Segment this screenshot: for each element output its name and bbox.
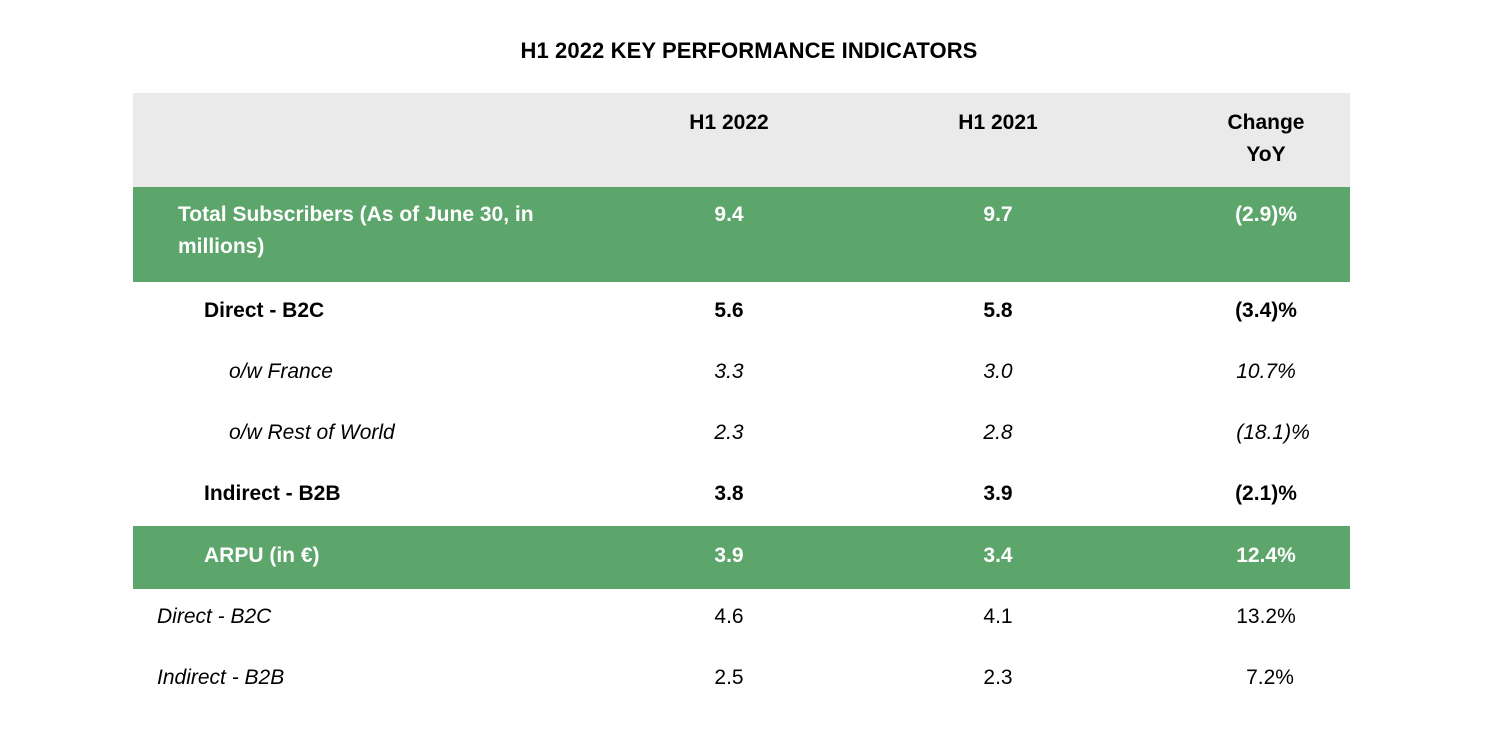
table-header: H1 2022 H1 2021 Change YoY — [133, 93, 1350, 187]
cell-h1-2022: 3.8 — [714, 482, 744, 505]
cell-h1-2021: 5.8 — [983, 299, 1013, 322]
cell-change: (3.4)% — [1235, 299, 1297, 322]
row-label: Total Subscribers (As of June 30, in mil… — [178, 203, 534, 258]
row-label: Indirect - B2B — [204, 482, 341, 505]
cell-h1-2022: 2.3 — [714, 421, 744, 444]
cell-change: 13.2% — [1236, 605, 1296, 628]
cell-h1-2021: 9.7 — [983, 203, 1013, 226]
table-row-france: o/w France 3.3 3.0 10.7% — [133, 343, 1350, 404]
cell-h1-2021: 4.1 — [983, 605, 1013, 628]
table-row-indirect-b2b: Indirect - B2B 3.8 3.9 (2.1)% — [133, 465, 1350, 526]
cell-h1-2022: 4.6 — [714, 605, 744, 628]
cell-h1-2022: 3.3 — [714, 360, 744, 383]
cell-change: (2.1)% — [1235, 482, 1297, 505]
table-row-arpu: ARPU (in €) 3.9 3.4 12.4% — [133, 526, 1350, 589]
cell-h1-2021: 3.4 — [983, 544, 1013, 567]
row-label: ARPU (in €) — [204, 544, 320, 567]
cell-change: 7.2% — [1246, 666, 1294, 689]
cell-change: (2.9)% — [1235, 203, 1297, 226]
table-row-direct-b2c: Direct - B2C 5.6 5.8 (3.4)% — [133, 282, 1350, 343]
kpi-table: H1 2022 H1 2021 Change YoY Total Subscri… — [133, 93, 1350, 711]
table-row-arpu-direct-b2c: Direct - B2C 4.6 4.1 13.2% — [133, 589, 1350, 650]
cell-change: 12.4% — [1236, 544, 1296, 567]
column-header-h1-2021: H1 2021 — [958, 111, 1038, 134]
cell-h1-2022: 5.6 — [714, 299, 744, 322]
row-label: Direct - B2C — [157, 605, 272, 628]
column-header-h1-2022: H1 2022 — [689, 111, 769, 134]
table-row-rest-of-world: o/w Rest of World 2.3 2.8 (18.1)% — [133, 404, 1350, 465]
cell-h1-2022: 3.9 — [714, 544, 744, 567]
cell-h1-2021: 2.3 — [983, 666, 1013, 689]
cell-h1-2021: 3.9 — [983, 482, 1013, 505]
table-row-total-subscribers: Total Subscribers (As of June 30, in mil… — [133, 187, 1350, 282]
table-row-arpu-indirect-b2b: Indirect - B2B 2.5 2.3 7.2% — [133, 650, 1350, 711]
cell-change: 10.7% — [1236, 360, 1296, 383]
cell-h1-2022: 9.4 — [714, 203, 744, 226]
cell-change: (18.1)% — [1236, 421, 1310, 444]
column-header-change-yoy: Change YoY — [1227, 111, 1305, 166]
table-title: H1 2022 KEY PERFORMANCE INDICATORS — [520, 38, 978, 63]
row-label: o/w France — [229, 360, 333, 383]
row-label: Direct - B2C — [204, 299, 325, 322]
row-label: o/w Rest of World — [229, 421, 395, 444]
cell-h1-2022: 2.5 — [714, 666, 744, 689]
cell-h1-2021: 3.0 — [983, 360, 1013, 383]
row-label: Indirect - B2B — [157, 666, 285, 689]
cell-h1-2021: 2.8 — [983, 421, 1013, 444]
